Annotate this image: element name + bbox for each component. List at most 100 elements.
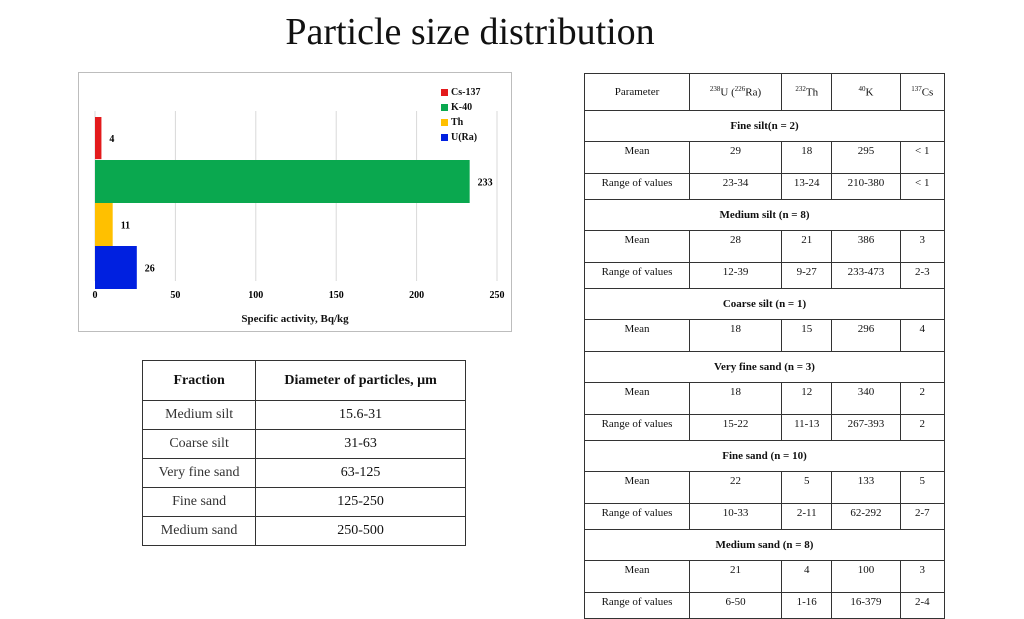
- legend-label: U(Ra): [451, 132, 478, 143]
- x-tick-label: 250: [490, 290, 505, 301]
- table-group-row: Coarse silt (n = 1): [584, 288, 945, 320]
- value-cell: 21: [688, 560, 783, 593]
- value-cell: 9-27: [781, 262, 833, 289]
- value-cell: 267-393: [831, 414, 901, 441]
- table-group-row: Fine silt(n = 2): [584, 110, 945, 142]
- parameter-cell: Mean: [584, 560, 690, 593]
- value-cell: 3: [899, 230, 946, 263]
- value-cell: 23-34: [688, 173, 783, 200]
- fraction-cell: Fine sand: [141, 487, 257, 517]
- group-heading: Fine sand (n = 10): [584, 440, 945, 472]
- table-row: Medium sand 250-500: [141, 516, 466, 546]
- diameter-cell: 31-63: [255, 429, 466, 459]
- value-cell: 18: [688, 382, 783, 415]
- value-cell: 133: [831, 471, 901, 504]
- group-heading: Coarse silt (n = 1): [584, 288, 945, 320]
- legend-swatch: [441, 104, 448, 111]
- legend-label: Cs-137: [451, 87, 481, 98]
- legend-swatch: [441, 89, 448, 96]
- diameter-header: Diameter of particles, µm: [255, 360, 466, 401]
- table-row: Very fine sand 63-125: [141, 458, 466, 488]
- fraction-table: Fraction Diameter of particles, µm Mediu…: [141, 360, 466, 546]
- value-cell: 11-13: [781, 414, 833, 441]
- parameter-cell: Mean: [584, 230, 690, 263]
- diameter-cell: 125-250: [255, 487, 466, 517]
- value-cell: 295: [831, 141, 901, 174]
- table-row: Mean 28 21 386 3: [584, 230, 946, 263]
- value-cell: 10-33: [688, 503, 783, 530]
- page-title: Particle size distribution: [285, 11, 655, 53]
- bar-value-label: 4: [109, 134, 114, 145]
- table-row: Range of values 15-22 11-13 267-393 2: [584, 414, 946, 441]
- value-cell: 340: [831, 382, 901, 415]
- table-group-row: Medium silt (n = 8): [584, 199, 945, 231]
- parameter-cell: Range of values: [584, 173, 690, 200]
- u-ra-header: 238U (226Ra): [688, 73, 783, 111]
- value-cell: 2: [899, 382, 946, 415]
- value-cell: 2-3: [899, 262, 946, 289]
- table-group-row: Medium sand (n = 8): [584, 529, 945, 561]
- table-group-row: Very fine sand (n = 3): [584, 351, 945, 383]
- value-cell: 16-379: [831, 592, 901, 619]
- fraction-header: Fraction: [141, 360, 257, 401]
- fraction-table-header-row: Fraction Diameter of particles, µm: [141, 360, 466, 401]
- table-row: Range of values 23-34 13-24 210-380 < 1: [584, 173, 946, 200]
- parameter-cell: Range of values: [584, 592, 690, 619]
- legend-item: Cs-137: [441, 85, 480, 100]
- value-cell: < 1: [899, 173, 946, 200]
- x-tick-label: 0: [93, 290, 98, 301]
- diameter-cell: 250-500: [255, 516, 466, 546]
- table-row: Medium silt 15.6-31: [141, 400, 466, 430]
- legend-item: Th: [441, 115, 480, 130]
- value-cell: 386: [831, 230, 901, 263]
- bar-value-label: 11: [121, 221, 130, 232]
- parameter-cell: Range of values: [584, 414, 690, 441]
- value-cell: 5: [899, 471, 946, 504]
- value-cell: 2-7: [899, 503, 946, 530]
- value-cell: 4: [899, 319, 946, 352]
- table-row: Mean 22 5 133 5: [584, 471, 946, 504]
- k-header: 40K: [831, 73, 901, 111]
- parameter-cell: Mean: [584, 471, 690, 504]
- diameter-cell: 15.6-31: [255, 400, 466, 430]
- cs-header: 137Cs: [899, 73, 946, 111]
- bar-value-label: 26: [145, 264, 155, 275]
- group-heading: Fine silt(n = 2): [584, 110, 945, 142]
- legend-swatch: [441, 134, 448, 141]
- chart-x-axis-label: Specific activity, Bq/kg: [241, 313, 349, 325]
- legend-label: Th: [451, 117, 464, 128]
- bar-th: [95, 203, 113, 246]
- value-cell: 18: [781, 141, 833, 174]
- value-cell: 2-11: [781, 503, 833, 530]
- group-heading: Medium silt (n = 8): [584, 199, 945, 231]
- radionuclide-table: Parameter 238U (226Ra) 232Th 40K 137Cs F…: [584, 73, 946, 619]
- table-row: Mean 18 12 340 2: [584, 382, 946, 415]
- value-cell: 6-50: [688, 592, 783, 619]
- table-row: Fine sand 125-250: [141, 487, 466, 517]
- value-cell: 4: [781, 560, 833, 593]
- value-cell: 2-4: [899, 592, 946, 619]
- value-cell: 100: [831, 560, 901, 593]
- table-row: Range of values 12-39 9-27 233-473 2-3: [584, 262, 946, 289]
- fraction-cell: Very fine sand: [141, 458, 257, 488]
- fraction-cell: Medium silt: [141, 400, 257, 430]
- table-row: Mean 29 18 295 < 1: [584, 141, 946, 174]
- group-heading: Medium sand (n = 8): [584, 529, 945, 561]
- bar-k-40: [95, 160, 470, 203]
- value-cell: 12: [781, 382, 833, 415]
- diameter-cell: 63-125: [255, 458, 466, 488]
- value-cell: 3: [899, 560, 946, 593]
- value-cell: 296: [831, 319, 901, 352]
- value-cell: 28: [688, 230, 783, 263]
- group-heading: Very fine sand (n = 3): [584, 351, 945, 383]
- value-cell: 233-473: [831, 262, 901, 289]
- radionuclide-header-row: Parameter 238U (226Ra) 232Th 40K 137Cs: [584, 73, 946, 111]
- legend-item: K-40: [441, 100, 480, 115]
- x-tick-label: 150: [329, 290, 344, 301]
- value-cell: 21: [781, 230, 833, 263]
- table-group-row: Fine sand (n = 10): [584, 440, 945, 472]
- bar-u-ra-: [95, 246, 137, 289]
- chart-legend: Cs-137 K-40 Th U(Ra): [441, 85, 480, 145]
- table-row: Range of values 6-50 1-16 16-379 2-4: [584, 592, 946, 619]
- value-cell: 1-16: [781, 592, 833, 619]
